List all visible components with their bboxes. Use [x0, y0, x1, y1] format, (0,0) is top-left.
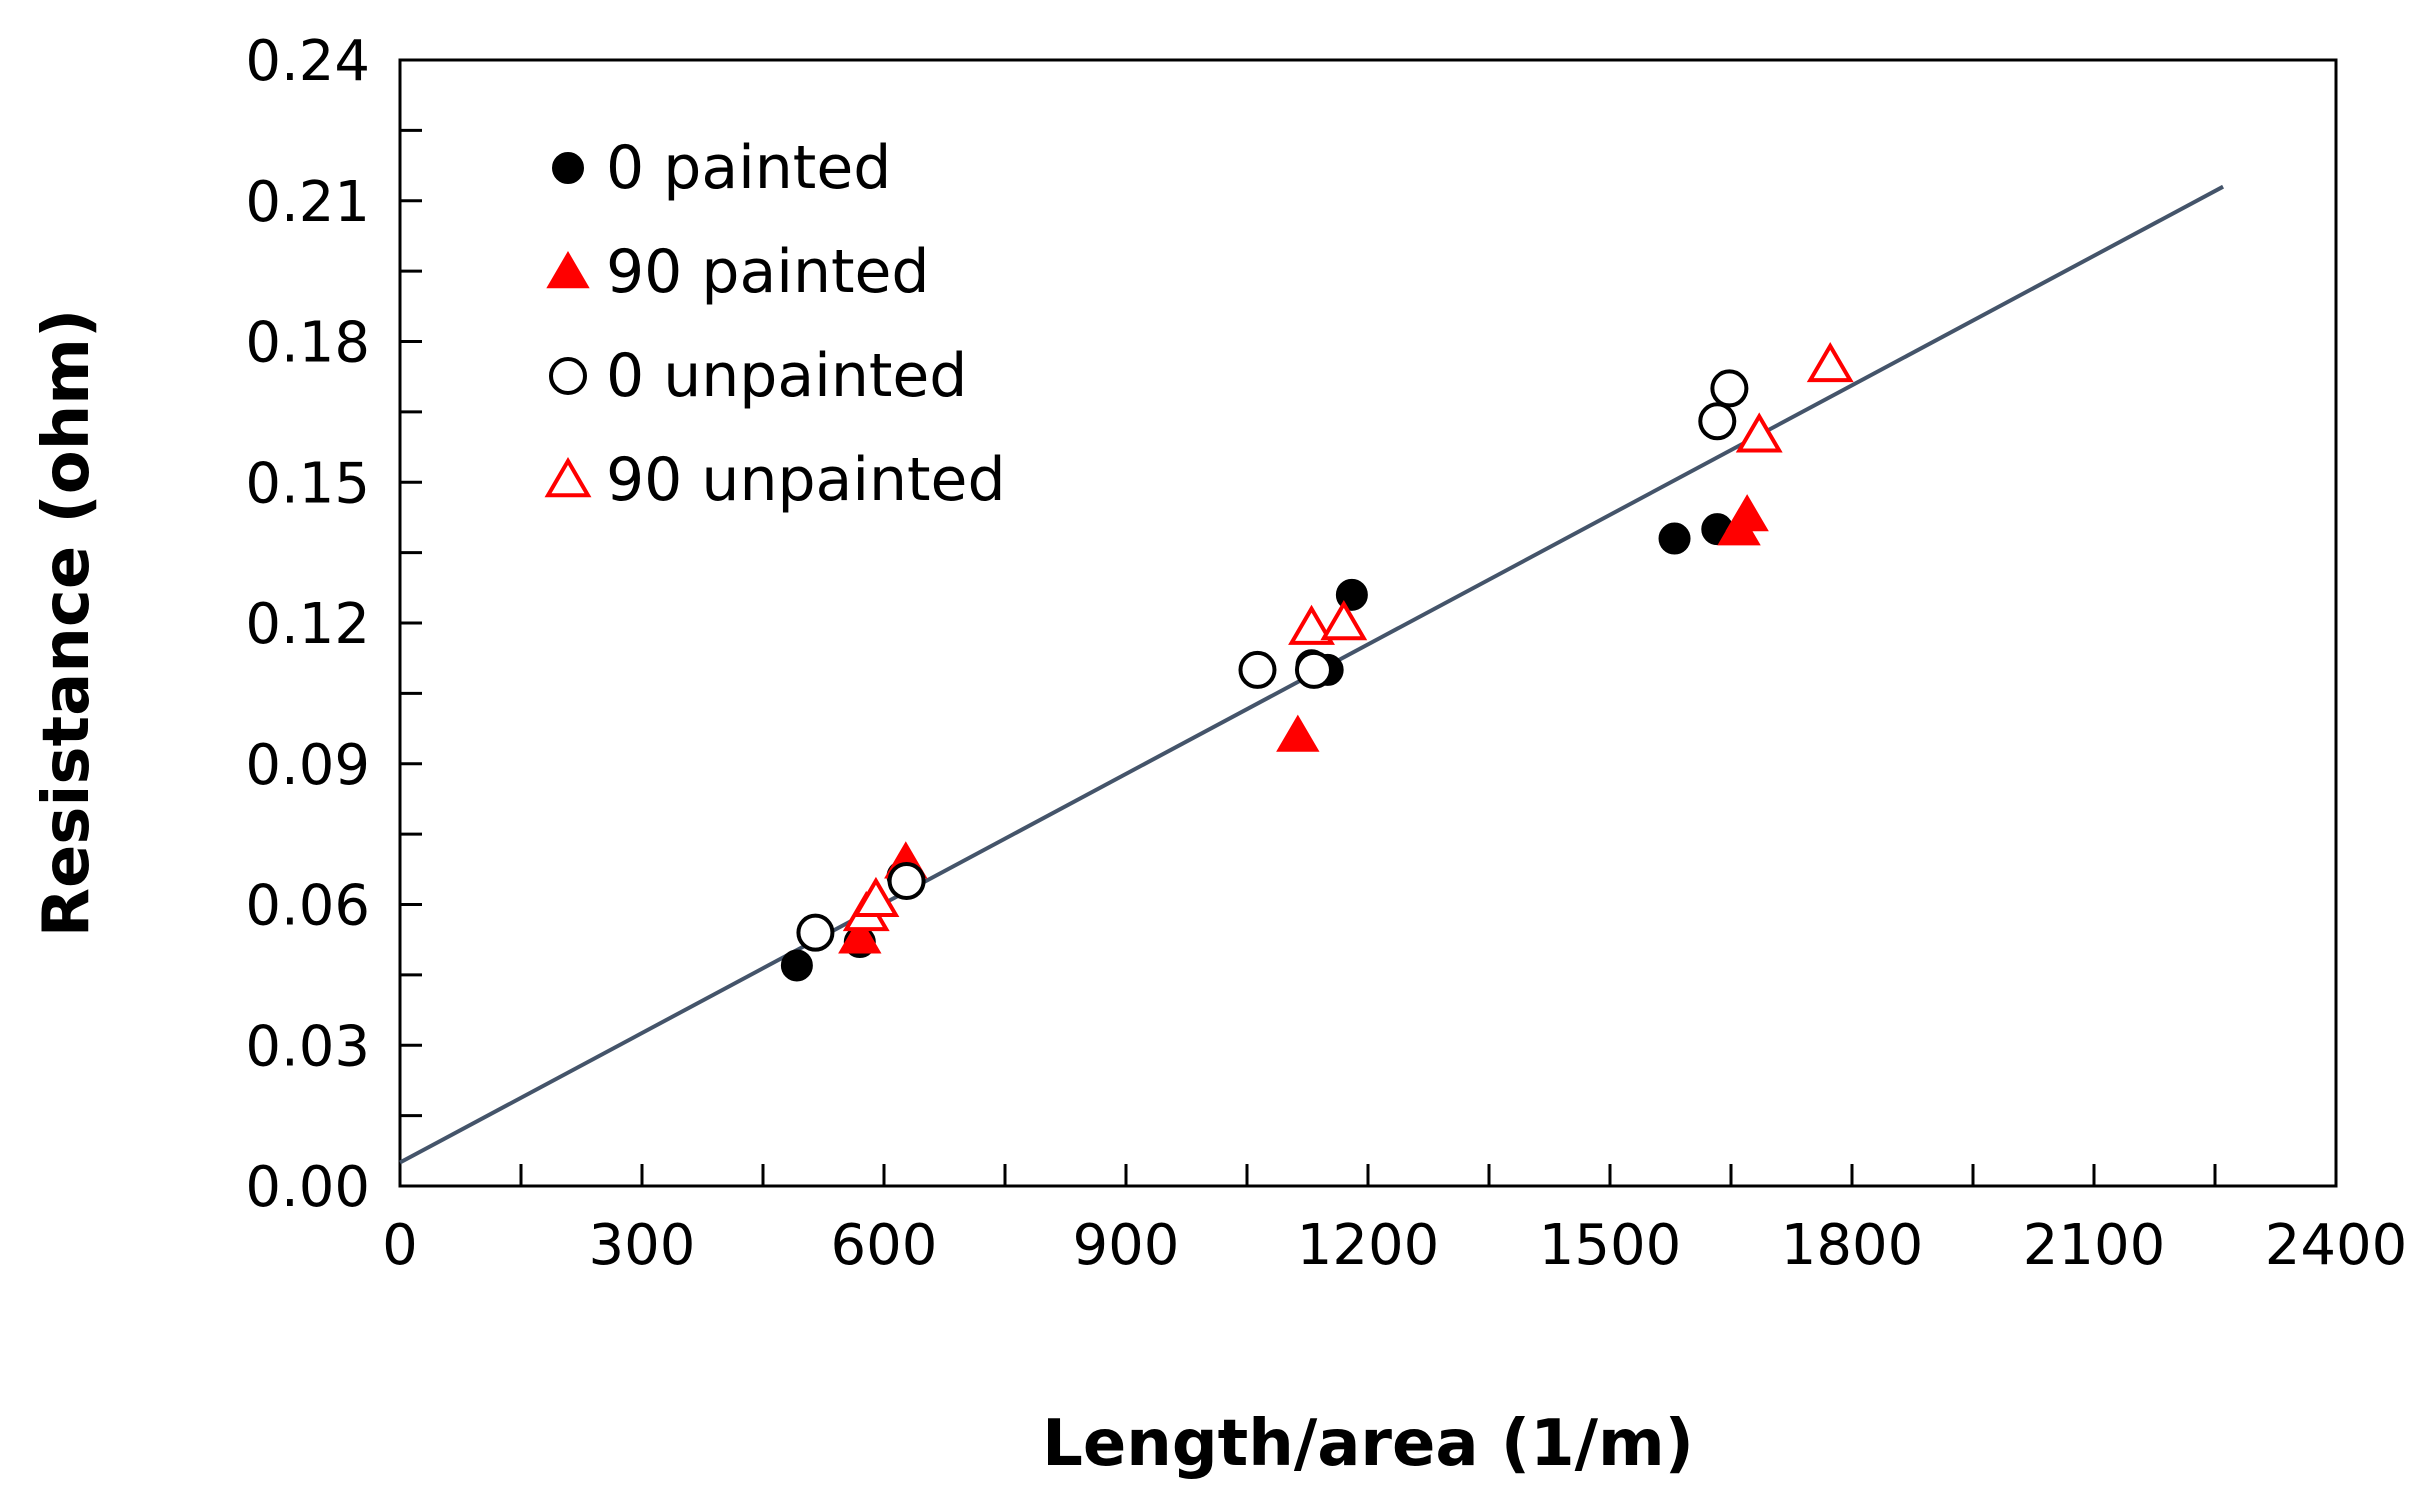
- x-tick-label: 2100: [2023, 1213, 2166, 1278]
- x-tick-label: 300: [589, 1213, 696, 1278]
- data-point-0-unpainted: [1698, 402, 1737, 441]
- x-tick-label: 1200: [1297, 1213, 1440, 1278]
- tick-marks: [398, 58, 2338, 1188]
- x-tick-label: 600: [831, 1213, 938, 1278]
- legend-marker-0-painted: [552, 152, 584, 184]
- data-point-0-painted: [1658, 522, 1691, 555]
- y-tick-label: 0.15: [245, 451, 370, 516]
- y-tick-label: 0.09: [245, 733, 370, 798]
- legend-marker-0-unpainted: [549, 357, 587, 395]
- y-tick-label: 0.00: [245, 1155, 370, 1220]
- legend-label-0-unpainted: 0 unpainted: [606, 341, 967, 411]
- x-tick-label: 2400: [2265, 1213, 2408, 1278]
- y-tick-label: 0.06: [245, 874, 370, 939]
- y-tick-label: 0.18: [245, 311, 370, 376]
- data-points-layer: [780, 341, 1854, 982]
- y-tick-label: 0.03: [245, 1014, 370, 1079]
- y-axis-title: Resistance (ohm): [30, 309, 104, 938]
- y-tick-label: 0.12: [245, 592, 370, 657]
- x-tick-label: 0: [382, 1213, 418, 1278]
- data-point-90-painted: [1725, 494, 1769, 532]
- x-tick-labels: 0 300 600 900 1200 1500 1800 2100 2400: [382, 1213, 2407, 1278]
- data-point-0-unpainted: [887, 862, 926, 901]
- legend: 0 painted 90 painted 0 unpainted 90 unpaint…: [544, 133, 1006, 515]
- legend-label-90-unpainted: 90 unpainted: [606, 445, 1006, 515]
- data-point-0-unpainted: [1238, 650, 1277, 689]
- data-point-90-unpainted: [1320, 600, 1368, 641]
- plot-area: [398, 58, 2338, 1188]
- legend-marker-90-unpainted: [544, 457, 592, 498]
- data-point-0-painted: [780, 949, 813, 982]
- data-point-0-unpainted: [1710, 369, 1749, 408]
- x-tick-label: 1800: [1781, 1213, 1924, 1278]
- y-tick-labels: 0.00 0.03 0.06 0.09 0.12 0.15 0.18 0.21 0.24: [245, 29, 370, 1220]
- data-point-90-unpainted: [1288, 604, 1335, 645]
- x-tick-label: 900: [1073, 1213, 1180, 1278]
- data-point-90-unpainted: [852, 876, 900, 918]
- legend-label-0-painted: 0 painted: [606, 133, 891, 203]
- legend-label-90-painted: 90 painted: [606, 237, 930, 307]
- legend-marker-90-painted: [546, 251, 590, 289]
- x-axis-title: Length/area (1/m): [1042, 1407, 1694, 1481]
- data-point-90-unpainted: [1735, 412, 1783, 453]
- y-tick-label: 0.24: [245, 29, 370, 94]
- data-point-0-unpainted: [1294, 650, 1333, 689]
- data-point-90-painted: [838, 916, 882, 954]
- data-point-90-unpainted: [1806, 341, 1854, 383]
- data-point-0-unpainted: [796, 913, 835, 952]
- x-tick-label: 1500: [1539, 1213, 1682, 1278]
- y-tick-label: 0.21: [245, 170, 370, 235]
- data-point-90-painted: [1276, 714, 1320, 752]
